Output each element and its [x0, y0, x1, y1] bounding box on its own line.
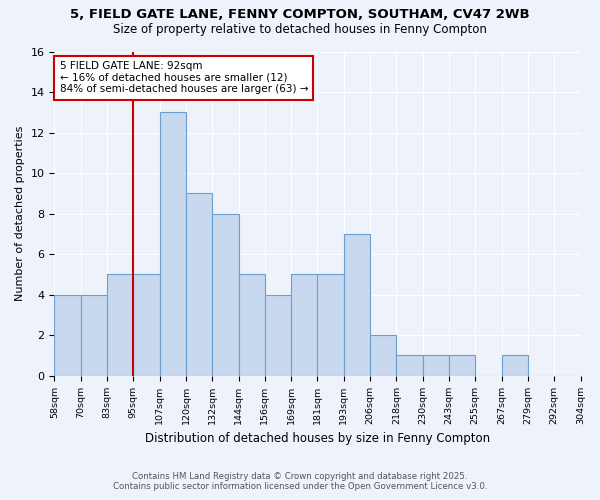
Bar	[186, 194, 212, 376]
X-axis label: Distribution of detached houses by size in Fenny Compton: Distribution of detached houses by size …	[145, 432, 490, 445]
Bar	[502, 356, 528, 376]
Bar	[317, 274, 344, 376]
Bar	[265, 294, 291, 376]
Bar	[133, 274, 160, 376]
Text: 5 FIELD GATE LANE: 92sqm
← 16% of detached houses are smaller (12)
84% of semi-d: 5 FIELD GATE LANE: 92sqm ← 16% of detach…	[59, 61, 308, 94]
Bar	[81, 294, 107, 376]
Y-axis label: Number of detached properties: Number of detached properties	[15, 126, 25, 301]
Bar	[370, 335, 397, 376]
Text: Size of property relative to detached houses in Fenny Compton: Size of property relative to detached ho…	[113, 22, 487, 36]
Bar	[449, 356, 475, 376]
Bar	[344, 234, 370, 376]
Text: Contains HM Land Registry data © Crown copyright and database right 2025.
Contai: Contains HM Land Registry data © Crown c…	[113, 472, 487, 491]
Bar	[291, 274, 317, 376]
Bar	[397, 356, 422, 376]
Bar	[55, 294, 81, 376]
Bar	[422, 356, 449, 376]
Bar	[107, 274, 133, 376]
Bar	[212, 214, 239, 376]
Text: 5, FIELD GATE LANE, FENNY COMPTON, SOUTHAM, CV47 2WB: 5, FIELD GATE LANE, FENNY COMPTON, SOUTH…	[70, 8, 530, 20]
Bar	[239, 274, 265, 376]
Bar	[160, 112, 186, 376]
